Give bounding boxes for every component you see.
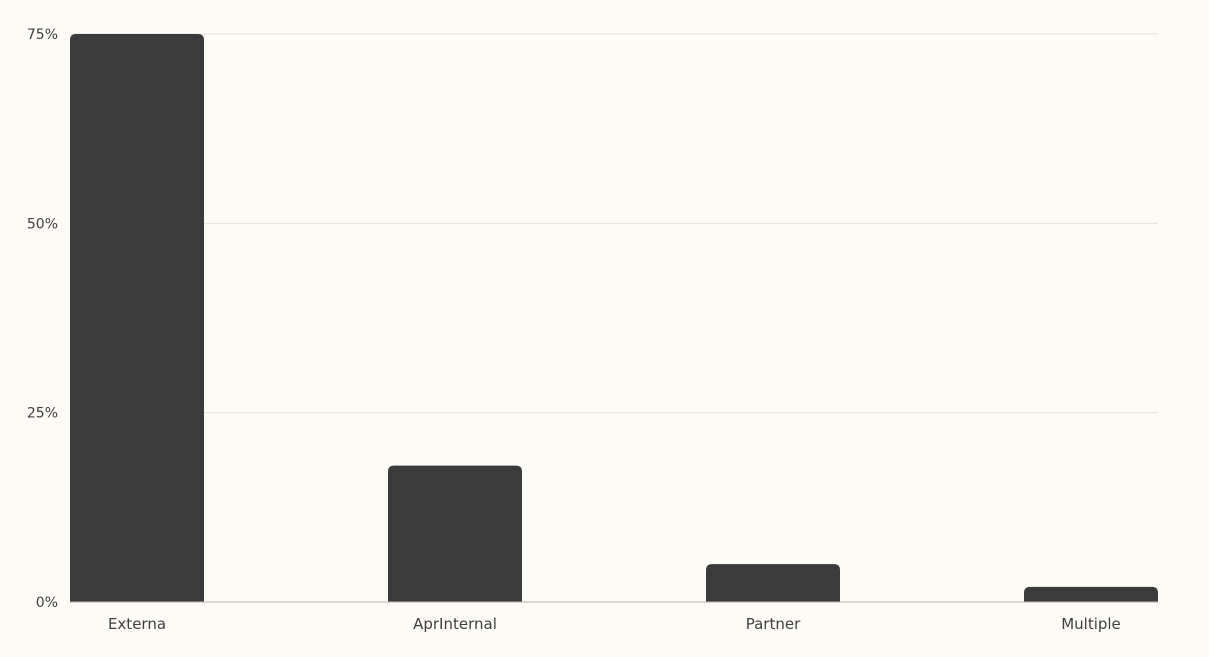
x-category-label: Externa: [108, 615, 166, 633]
x-category-label: Partner: [746, 615, 801, 633]
bar-multiple: [1024, 586, 1158, 602]
y-axis-ticks: 0% 25% 50% 75%: [27, 27, 58, 611]
y-tick-label: 0%: [36, 595, 58, 611]
x-axis-labels: Externa AprInternal Partner Multiple: [108, 615, 1121, 633]
bar-aprinternal: [388, 465, 522, 602]
x-category-label: AprInternal: [413, 615, 497, 633]
bar-externa: [70, 34, 204, 602]
bar-layer: [70, 34, 1158, 602]
y-tick-label: 50%: [27, 216, 58, 232]
grid-layer: [70, 33, 1158, 414]
x-category-label: Multiple: [1061, 615, 1121, 633]
y-tick-label: 75%: [27, 27, 58, 43]
y-tick-label: 25%: [27, 406, 58, 422]
bar-partner: [706, 564, 840, 602]
